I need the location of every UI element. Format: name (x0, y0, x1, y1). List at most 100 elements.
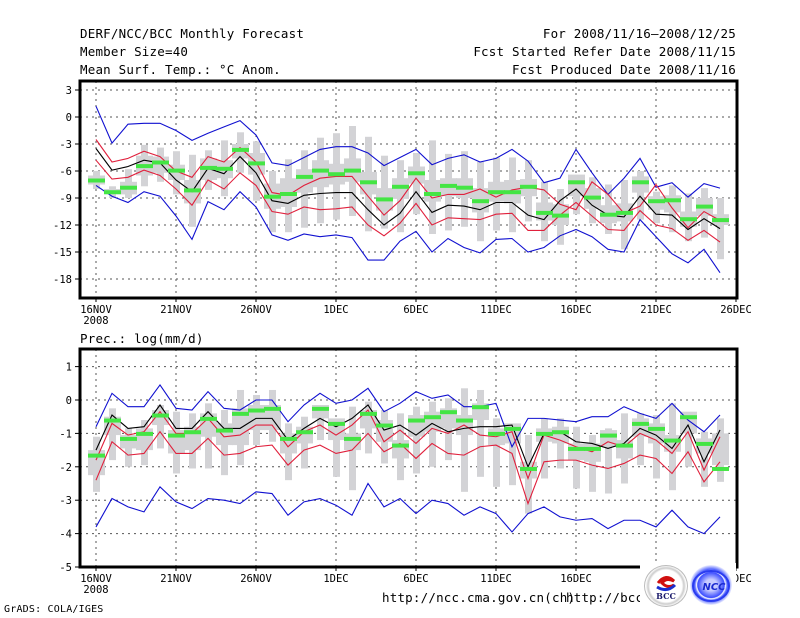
temperature-median-marker (488, 190, 505, 195)
temperature-box-body (312, 160, 329, 188)
temperature-median-marker (584, 195, 601, 200)
forecast-period: For 2008/11/16—2008/12/25 (542, 26, 736, 41)
temperature-x-tick-label: 1DEC (323, 304, 348, 316)
precipitation-median-marker (568, 446, 585, 451)
precipitation-median-marker (680, 415, 697, 420)
precipitation-median-marker (648, 426, 665, 431)
temperature-x-tick-label: 16DEC (560, 304, 592, 316)
temperature-median-marker (168, 168, 185, 173)
temperature-line-lower (95, 159, 721, 243)
temperature-x-tick-label: 6DEC (403, 304, 428, 316)
precipitation-median-marker (184, 430, 201, 435)
grads-credit: GrADS: COLA/IGES (4, 604, 104, 615)
precipitation-line-max (95, 384, 721, 449)
temperature-box-body (424, 180, 441, 202)
precipitation-median-marker (200, 416, 217, 421)
temperature-median-marker (648, 199, 665, 204)
precipitation-median-marker (360, 411, 377, 416)
precipitation-x-tick-label: 26NOV (240, 573, 272, 585)
temperature-median-marker (376, 197, 393, 202)
forecast-produced-date: Fcst Produced Date 2008/11/16 (511, 62, 736, 77)
temperature-y-tick-label: -6 (59, 166, 72, 178)
precipitation-panel-title: Prec.: log(mm/d) (80, 331, 204, 346)
temperature-frame (78, 79, 739, 300)
precipitation-box-body (280, 433, 297, 454)
precipitation-median-marker (152, 413, 169, 418)
temperature-median-marker (296, 174, 313, 179)
forecast-start-date: Fcst Started Refer Date 2008/11/15 (473, 44, 736, 59)
temperature-box-whisker (637, 171, 644, 220)
temperature-median-marker (200, 165, 217, 170)
temperature-y-tick-label: -18 (53, 274, 72, 286)
precipitation-median-marker (408, 418, 425, 423)
temperature-y-tick-label: -12 (53, 220, 72, 232)
temperature-median-marker (152, 160, 169, 165)
precipitation-median-marker (488, 431, 505, 436)
temperature-median-marker (696, 204, 713, 209)
precipitation-box-body (216, 423, 233, 446)
precipitation-box-whisker (653, 415, 660, 479)
precipitation-x-tick-label: 21NOV (160, 573, 192, 585)
precipitation-box-whisker (493, 418, 500, 487)
temperature-median-marker (664, 198, 681, 203)
ncc-url[interactable]: http://ncc.cma.gov.cn(ch) (382, 590, 576, 605)
precipitation-box-body (552, 426, 569, 444)
precipitation-median-marker (504, 426, 521, 431)
precipitation-median-marker (552, 430, 569, 435)
precipitation-median-marker (424, 415, 441, 420)
temperature-box-body (664, 195, 681, 213)
precipitation-median-marker (120, 436, 137, 441)
bcc-url[interactable]: http://bcc.c (566, 590, 659, 605)
precipitation-box-whisker (445, 398, 452, 461)
precipitation-box-whisker (701, 431, 708, 487)
temperature-median-marker (248, 161, 265, 166)
precipitation-median-marker (280, 436, 297, 441)
precipitation-y-tick-label: 1 (66, 362, 72, 374)
precipitation-box-whisker (429, 401, 436, 467)
precipitation-median-marker (312, 406, 329, 411)
precipitation-median-marker (376, 423, 393, 428)
logos: BCC NCC (640, 563, 736, 607)
precipitation-median-marker (472, 405, 489, 410)
temperature-median-marker (312, 168, 329, 173)
temperature-x-tick-label: 21NOV (160, 304, 192, 316)
precipitation-x-tick-label: 1DEC (323, 573, 348, 585)
temperature-x-tick-label: 26NOV (240, 304, 272, 316)
temperature-median-marker (456, 185, 473, 190)
precipitation-box-body (696, 438, 713, 454)
ncc-logo-text: NCC (702, 582, 726, 593)
bcc-logo-text: BCC (656, 591, 676, 601)
precipitation-box-body (328, 418, 345, 441)
temperature-median-marker (536, 210, 553, 215)
precipitation-line-min (95, 482, 721, 535)
temperature-median-marker (104, 190, 121, 195)
precipitation-box-whisker (589, 435, 596, 492)
precipitation-box-body (344, 433, 361, 451)
temperature-panel-title: Mean Surf. Temp.: °C Anom. (80, 62, 281, 77)
precipitation-box-whisker (637, 413, 644, 466)
temperature-median-marker (88, 178, 105, 183)
temperature-median-marker (408, 171, 425, 176)
temperature-box-whisker (717, 198, 724, 260)
temperature-y-tick-label: 3 (66, 85, 72, 97)
temperature-x-tick-label: 16NOV (80, 304, 112, 316)
precipitation-median-marker (232, 411, 249, 416)
bcc-logo-icon: BCC (644, 565, 688, 607)
precipitation-y-tick-label: -2 (59, 462, 72, 474)
precipitation-median-marker (168, 433, 185, 438)
precipitation-median-marker (344, 436, 361, 441)
precipitation-median-marker (664, 438, 681, 443)
temperature-median-marker (264, 194, 281, 199)
precipitation-chart: 1 0 -1 -2 -3 -4 -5 16NOV 21NOV 26NOV 1DEC 6DEC 11DEC… (59, 347, 752, 596)
precipitation-box-whisker (685, 423, 692, 467)
precipitation-box-whisker (541, 418, 548, 479)
precipitation-box-whisker (333, 423, 340, 477)
temperature-median-marker (328, 172, 345, 177)
temperature-box-body (632, 176, 649, 193)
temperature-median-marker (552, 213, 569, 218)
temperature-median-marker (680, 217, 697, 222)
precipitation-median-marker (264, 406, 281, 411)
temperature-median-marker (616, 210, 633, 215)
precipitation-x-tick-label: 16DEC (560, 573, 592, 585)
precipitation-median-marker (584, 446, 601, 451)
